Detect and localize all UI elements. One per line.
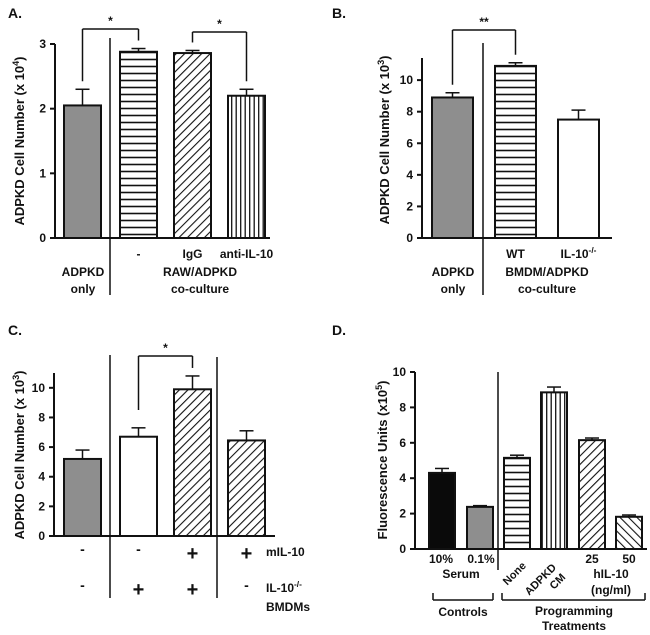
x-tick-label: anti-IL-10 [220,247,274,261]
x-tick-label: 0.1% [467,552,495,566]
y-tick-label: 4 [399,471,406,485]
panel-label: D. [332,322,346,338]
group-label: co-culture [518,282,576,296]
group-label: ADPKD [432,265,475,279]
y-axis-label: ADPKD Cell Number (x 103) [11,370,27,539]
y-tick-label: 1 [39,166,46,180]
y-tick-label: 3 [39,37,46,51]
group-label: RAW/ADPKD [163,265,237,279]
group-label: Programming [535,604,613,618]
x-tick-label: 10% [429,552,453,566]
condition-label: IL-10-/- [266,579,302,595]
plus-mark: + [241,543,253,565]
y-tick-label: 6 [399,436,406,450]
bar [173,52,212,240]
bar [173,388,212,537]
y-tick-label: 0 [38,529,45,543]
minus-mark: - [136,541,141,557]
y-tick-label: 4 [38,470,45,484]
plus-mark: + [187,579,199,601]
y-tick-label: 0 [39,231,46,245]
panel-label: A. [8,5,22,21]
y-tick-label: 2 [38,499,45,513]
minus-mark: - [80,541,85,557]
bar [578,439,606,550]
significance-marker: * [217,17,222,31]
bar [428,471,456,551]
y-tick-label: 6 [406,136,413,150]
y-tick-label: 2 [399,507,406,521]
group-label: only [441,282,466,296]
bar [227,439,266,537]
bar [63,457,102,538]
x-tick-label: 50 [622,552,636,566]
bar [466,505,494,550]
group-label: only [71,282,96,296]
x-tick-label: WT [506,247,525,261]
group-label: co-culture [171,282,229,296]
y-tick-label: 6 [38,440,45,454]
panel-label: C. [8,322,22,338]
y-tick-label: 0 [406,231,413,245]
y-axis-label: Fluorescence Units (x105) [374,381,390,540]
y-tick-label: 10 [393,365,407,379]
bar [119,435,158,537]
y-tick-label: 4 [406,168,413,182]
bar [119,50,158,240]
plus-mark: + [133,579,145,601]
group-label: BMDM/ADPKD [505,265,589,279]
sub-label: Serum [442,567,479,581]
y-tick-label: 8 [399,400,406,414]
bar [227,94,266,239]
condition-label: mIL-10 [266,545,305,559]
x-tick-label: IgG [183,247,203,261]
y-tick-label: 10 [400,73,414,87]
group-label: Controls [438,605,488,619]
bar [431,96,474,240]
sub-label: (ng/ml) [591,583,631,597]
y-tick-label: 10 [32,381,46,395]
significance-marker: * [108,14,113,28]
y-tick-label: 2 [39,102,46,116]
significance-marker: * [163,341,168,355]
x-tick-label: 25 [585,552,599,566]
bar [503,456,531,550]
minus-mark: - [244,577,249,593]
bar [557,118,600,239]
x-tick-label: None [501,560,529,588]
y-axis-label: ADPKD Cell Number (x 103) [376,55,392,224]
y-tick-label: 0 [399,542,406,556]
minus-mark: - [80,577,85,593]
plus-mark: + [187,543,199,565]
y-tick-label: 8 [38,410,45,424]
group-label: Treatments [542,619,606,633]
bar [540,391,568,551]
sub-label: hIL-10 [593,567,629,581]
y-tick-label: 8 [406,105,413,119]
significance-marker: ** [479,15,489,29]
x-tick-label: - [137,247,141,261]
x-tick-label: IL-10-/- [561,245,597,261]
bar [494,64,537,240]
panel-label: B. [332,5,346,21]
y-axis-label: ADPKD Cell Number (x 104) [11,56,27,225]
y-tick-label: 2 [406,199,413,213]
bar [63,104,102,239]
bar [615,515,643,551]
group-label: ADPKD [62,265,105,279]
condition-label: BMDMs [266,600,310,614]
